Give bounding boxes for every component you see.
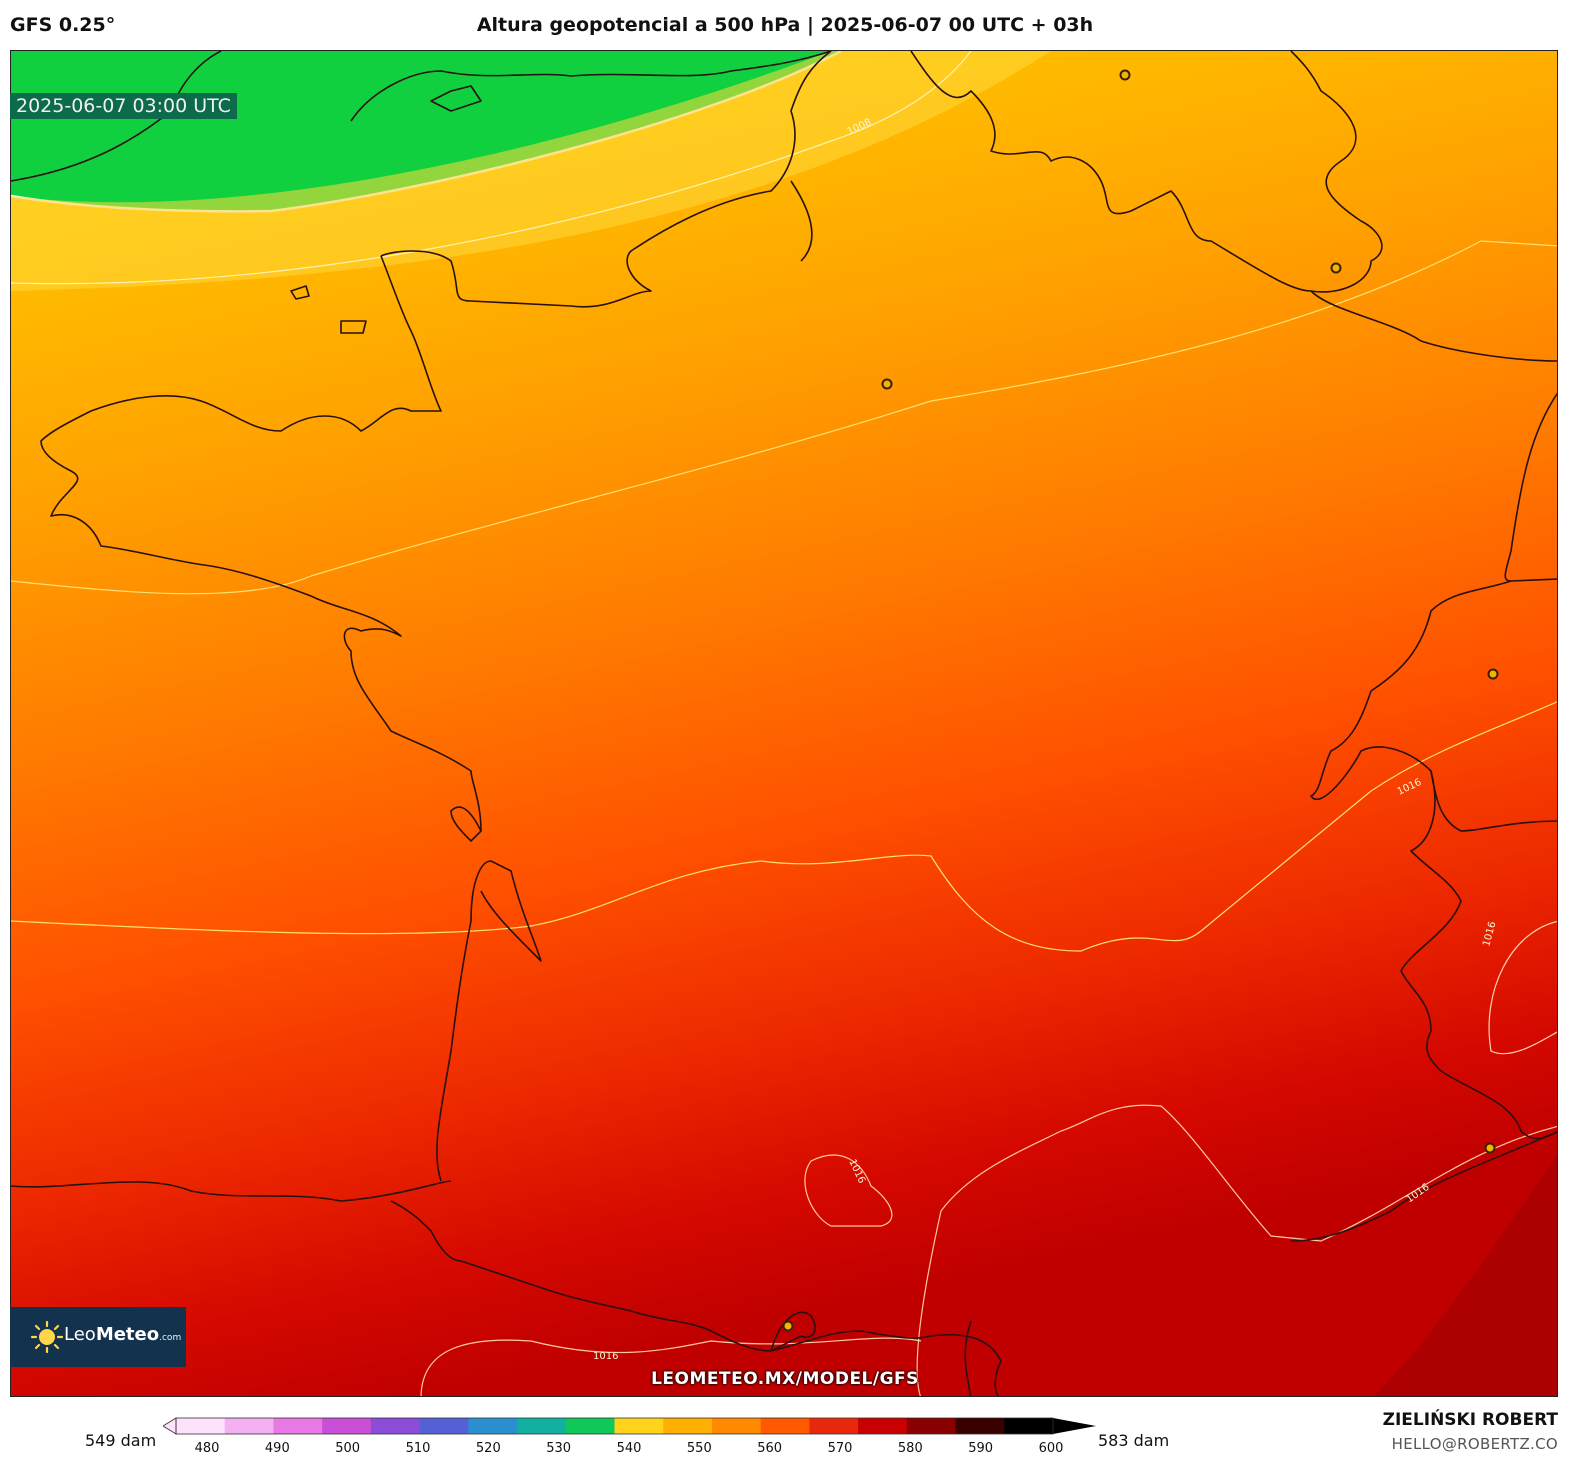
colorbar-tick-label: 540 (616, 1441, 642, 1456)
isobar-1012 (11, 240, 1557, 595)
isobar-1016c (916, 1104, 1557, 1396)
city-marker-bern (1487, 668, 1499, 680)
colorbar-segment (760, 1418, 810, 1434)
geopotential-field: 1008 1016 1016 1016 1016 1016 (11, 51, 1557, 1396)
isobar-1016a (11, 701, 1557, 952)
colorbar-segment (468, 1418, 518, 1434)
isobar-1016b (1488, 920, 1557, 1055)
colorbar-segment (322, 1418, 372, 1434)
coastlines-and-borders (11, 51, 1557, 1396)
colorbar-tick-label: 590 (968, 1441, 994, 1456)
city-marker-monaco (1484, 1142, 1496, 1154)
colorbar-segment (1004, 1418, 1054, 1434)
border-rhine (1504, 392, 1557, 582)
chart-title: Altura geopotencial a 500 hPa | 2025-06-… (476, 14, 1094, 36)
author-credit: ZIELIŃSKI ROBERT (1382, 1410, 1558, 1430)
colorbar-frame (175, 1417, 1054, 1435)
border-italy (1400, 770, 1557, 1140)
border-switzerland (1310, 580, 1557, 832)
colorbar-segment (809, 1418, 859, 1434)
coast-spain-north (11, 1180, 452, 1202)
colorbar-max-arrow (1053, 1418, 1096, 1434)
colorbar-tick-label: 570 (827, 1441, 853, 1456)
field-dark-corner (1373, 1153, 1557, 1396)
city-marker-andorra (782, 1320, 794, 1332)
colorbar-max-label: 583 dam (1098, 1431, 1170, 1450)
colorbar-tick-label: 510 (405, 1441, 431, 1456)
border-pyrenees (390, 1200, 1002, 1396)
map-panel: 1008 1016 1016 1016 1016 1016 (10, 50, 1558, 1397)
colorbar-tick-label: 500 (335, 1441, 361, 1456)
colorbar-segment (419, 1418, 469, 1434)
logo-text: LeoMeteo.com (64, 1324, 182, 1345)
model-name: GFS 0.25° (10, 14, 116, 36)
coast-england-south (350, 51, 832, 122)
colorbar-tick-label: 520 (475, 1441, 501, 1456)
coast-brittany (40, 255, 482, 832)
ile-d-oleron (450, 806, 482, 842)
colorbar-segment (955, 1418, 1005, 1434)
colorbar-min-arrow (163, 1417, 177, 1435)
isle-of-wight (430, 85, 482, 112)
city-marker-paris (881, 378, 893, 390)
isobar-1008 (11, 51, 972, 285)
isobar-1016e (420, 1337, 922, 1396)
colorbar-min-label: 549 dam (85, 1431, 157, 1450)
city-marker-brussels (1119, 69, 1131, 81)
valid-time-stamp: 2025-06-07 03:00 UTC (10, 93, 237, 119)
colorbar-tick-label: 550 (686, 1441, 712, 1456)
field-550-zone (11, 51, 841, 212)
colorbar (163, 1417, 1096, 1435)
colorbar-segment (565, 1418, 616, 1434)
colorbar-tick-label: 560 (757, 1441, 783, 1456)
colorbar-tick-label: 490 (264, 1441, 290, 1456)
watermark-url: LEOMETEO.MX/MODEL/GFS (651, 1369, 919, 1389)
colorbar-tick-label: 530 (546, 1441, 572, 1456)
colorbar-segment (224, 1418, 275, 1434)
colorbar-segment (614, 1418, 664, 1434)
border-belgium (790, 51, 1383, 293)
colorbar-segment (663, 1418, 713, 1434)
city-marker-luxembourg (1330, 262, 1342, 274)
colorbar-segment (273, 1418, 323, 1434)
city-markers (782, 69, 1499, 1332)
coast-normandy (380, 51, 832, 308)
coast-riviera (1290, 1130, 1557, 1242)
isobar-label: 1016 (593, 1351, 618, 1362)
andorra (770, 1311, 816, 1352)
sun-icon (30, 1320, 64, 1354)
colorbar-segment (370, 1418, 421, 1434)
coast-catalonia (964, 1320, 972, 1396)
channel-islands (290, 285, 367, 334)
colorbar-segment (176, 1418, 226, 1434)
colorbar-tick-label: 480 (194, 1441, 220, 1456)
colorbar-segment (906, 1418, 957, 1434)
border-germany (1310, 290, 1557, 362)
colorbar-segments (163, 1417, 1096, 1435)
author-email: HELLO@ROBERTZ.CO (1391, 1435, 1558, 1453)
colorbar-tick-label: 600 (1038, 1441, 1064, 1456)
colorbar-segment (711, 1418, 762, 1434)
coast-aquitaine (436, 860, 542, 1182)
leometeo-logo: LeoMeteo.com (10, 1307, 186, 1367)
colorbar-segment (517, 1418, 567, 1434)
isobar-1016d (804, 1154, 893, 1227)
colorbar-segment (858, 1418, 908, 1434)
coast-england (11, 51, 222, 182)
isobars (11, 51, 1557, 1396)
colorbar-tick-label: 580 (897, 1441, 923, 1456)
